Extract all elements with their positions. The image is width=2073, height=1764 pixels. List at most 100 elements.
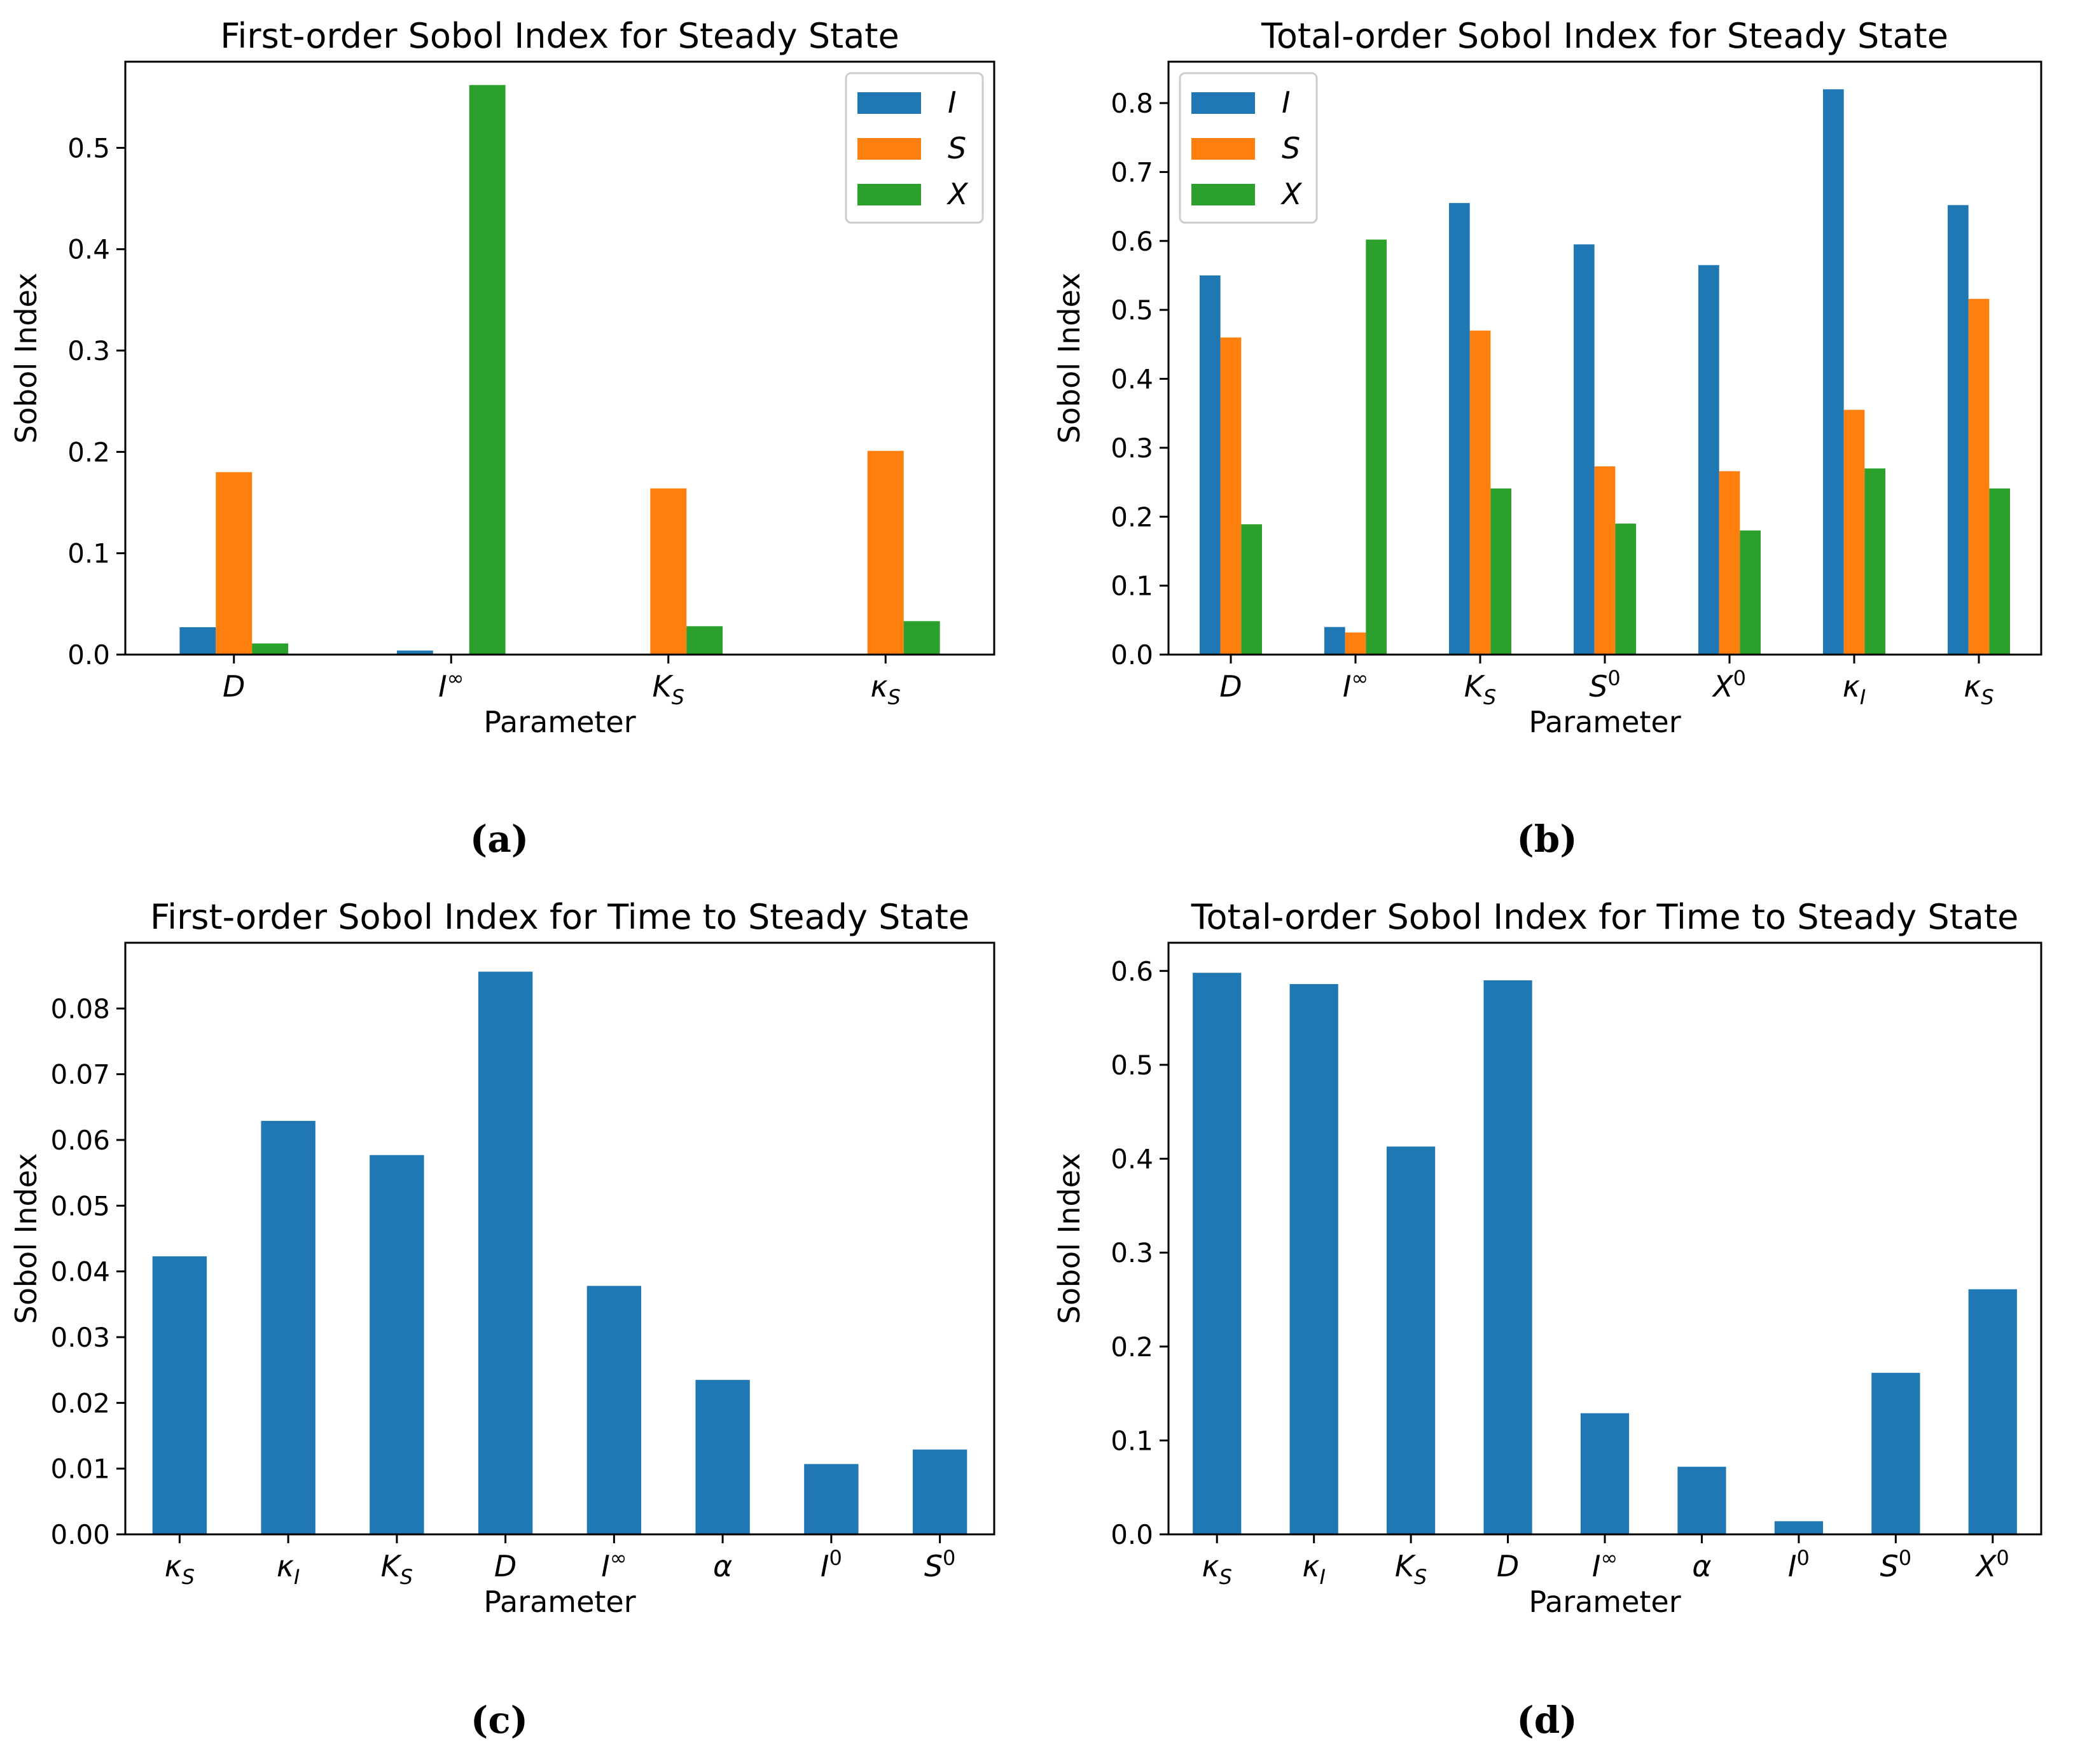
x-tick-label: KS: [381, 1549, 413, 1589]
legend-label: I: [948, 85, 957, 120]
bar: [396, 650, 433, 655]
axes-frame: [124, 60, 995, 656]
y-tick-label: 0.3: [1111, 433, 1153, 464]
x-tick-label: D: [494, 1549, 517, 1583]
x-tick-label: I0: [1788, 1546, 1810, 1583]
bar: [1594, 466, 1616, 655]
bar: [252, 643, 289, 655]
x-tick-label: κS: [871, 669, 901, 709]
bar: [1719, 471, 1740, 655]
y-tick-label: 0.0: [1111, 639, 1153, 670]
x-tick-label: KS: [653, 669, 684, 709]
y-tick-label: 0.1: [67, 538, 110, 569]
x-tick-label: κS: [165, 1549, 195, 1589]
bar: [1449, 203, 1470, 655]
bar: [1677, 1466, 1726, 1534]
y-tick-label: 0.07: [50, 1059, 110, 1090]
bar: [478, 971, 533, 1534]
legend-swatch: [857, 184, 921, 205]
bar: [1823, 89, 1844, 655]
y-tick-label: 0.6: [1111, 955, 1153, 987]
y-tick-label: 0.5: [1111, 1050, 1153, 1081]
bar: [903, 621, 940, 655]
bar: [912, 1449, 967, 1534]
bar: [686, 626, 723, 655]
bar: [261, 1121, 315, 1534]
y-tick-label: 0.2: [1111, 501, 1153, 532]
bar: [650, 488, 687, 655]
legend-swatch: [857, 92, 921, 114]
chart-panel-1: First-order Sobol Index for Steady State…: [9, 16, 995, 739]
legend-swatch: [1191, 184, 1255, 205]
bar: [1387, 1146, 1436, 1534]
bar: [152, 1256, 207, 1534]
chart-panel-4: Total-order Sobol Index for Time to Stea…: [1052, 897, 2042, 1619]
x-tick-label: S0: [1880, 1546, 1912, 1583]
x-tick-label: D: [1219, 669, 1242, 704]
y-tick-label: 0.6: [1111, 226, 1153, 257]
y-axis-label: Sobol Index: [1052, 273, 1086, 444]
x-tick-label: κS: [1964, 669, 1993, 709]
bar: [216, 472, 253, 655]
bar: [1200, 275, 1221, 655]
bar: [1580, 1413, 1630, 1534]
bar: [1193, 973, 1242, 1534]
legend-label: S: [1282, 131, 1300, 165]
x-tick-label: κI: [277, 1549, 300, 1589]
bar: [1615, 524, 1636, 655]
x-tick-label: α: [713, 1549, 732, 1583]
bar: [1490, 488, 1511, 655]
y-tick-label: 0.3: [67, 335, 110, 366]
bar: [1989, 488, 2010, 655]
legend-swatch: [857, 138, 921, 160]
caption-b: (b): [1516, 817, 1577, 861]
legend: ISX: [845, 72, 984, 224]
bar: [1774, 1521, 1823, 1534]
x-tick-label: S0: [1589, 666, 1621, 704]
x-tick-label: D: [223, 669, 245, 704]
x-tick-label: I∞: [438, 666, 464, 704]
y-tick-label: 0.1: [1111, 571, 1153, 602]
x-tick-label: D: [1497, 1549, 1519, 1583]
x-tick-label: κI: [1302, 1549, 1326, 1589]
x-tick-label: KS: [1464, 669, 1496, 709]
caption-c: (c): [470, 1698, 529, 1742]
x-tick-label: S0: [924, 1546, 956, 1583]
bar: [1220, 337, 1242, 655]
chart-title: Total-order Sobol Index for Steady State: [1261, 16, 1948, 56]
bar: [1843, 410, 1865, 655]
legend-label: X: [946, 177, 969, 211]
x-axis-label: Parameter: [483, 705, 635, 739]
y-tick-label: 0.8: [1111, 88, 1153, 119]
chart-panel-2: Total-order Sobol Index for Steady State…: [1052, 16, 2042, 739]
y-tick-label: 0.00: [50, 1519, 110, 1550]
chart-title: First-order Sobol Index for Time to Stea…: [150, 897, 969, 937]
x-tick-label: X0: [1975, 1546, 2009, 1583]
y-tick-label: 0.5: [67, 132, 110, 163]
y-axis-label: Sobol Index: [9, 1153, 43, 1324]
bar: [1483, 980, 1532, 1534]
bar: [1864, 468, 1885, 655]
bar: [1241, 524, 1262, 655]
bar: [1968, 298, 1990, 655]
y-tick-label: 0.01: [50, 1454, 110, 1485]
y-tick-label: 0.06: [50, 1125, 110, 1156]
y-tick-label: 0.03: [50, 1322, 110, 1353]
y-tick-label: 0.2: [67, 436, 110, 468]
caption-d: (d): [1516, 1698, 1577, 1742]
axes-frame: [124, 941, 995, 1536]
y-tick-label: 0.3: [1111, 1237, 1153, 1268]
x-tick-label: I0: [821, 1546, 842, 1583]
y-tick-label: 0.2: [1111, 1331, 1153, 1363]
x-axis-label: Parameter: [1529, 705, 1681, 739]
x-axis-label: Parameter: [483, 1585, 635, 1619]
bar: [1968, 1289, 2017, 1534]
y-tick-label: 0.02: [50, 1387, 110, 1419]
legend-label: I: [1282, 85, 1291, 120]
bar: [1871, 1373, 1920, 1534]
legend-label: S: [948, 131, 966, 165]
x-tick-label: κS: [1202, 1549, 1232, 1589]
bar: [867, 450, 904, 655]
x-tick-label: I∞: [1343, 666, 1368, 704]
